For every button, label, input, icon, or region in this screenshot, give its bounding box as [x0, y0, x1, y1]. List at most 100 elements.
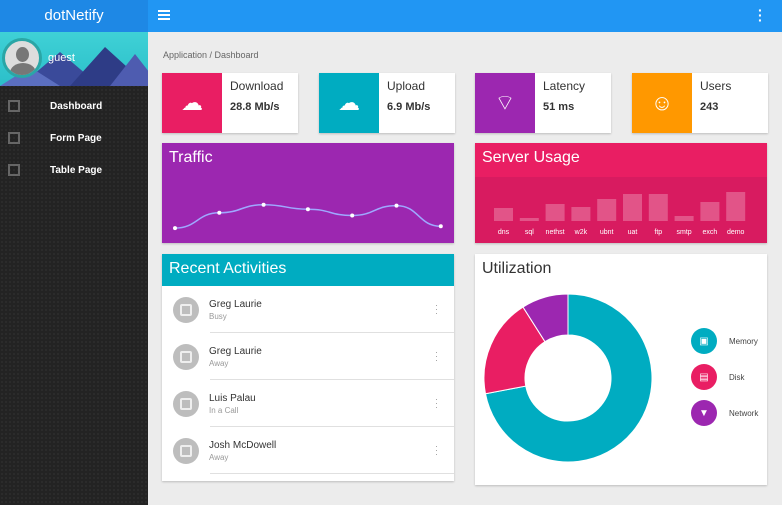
activity-status: Busy [209, 311, 227, 321]
menu-icon[interactable] [158, 10, 170, 20]
server-bar-label: ftp [654, 229, 662, 236]
traffic-point [173, 226, 177, 231]
server-bar-label: sql [525, 229, 534, 236]
card-title: Utilization [482, 260, 552, 277]
legend-label: Disk [729, 372, 745, 382]
server-bar-label: w2k [574, 229, 588, 236]
list-item[interactable]: Luis Palau In a Call · · · [162, 380, 454, 427]
traffic-point [305, 207, 310, 212]
server-bar-label: dns [498, 229, 510, 236]
mountains-background [0, 47, 148, 86]
breadcrumb: Application / Dashboard [163, 50, 259, 60]
traffic-point [261, 202, 266, 207]
stat-latency: ⌔ Latency 51 ms [475, 73, 611, 133]
avatar [173, 390, 199, 417]
donut-slice-memory [484, 293, 653, 463]
activity-status: Away [209, 358, 229, 368]
server-usage-chart: dns sql nethst w2k ubnt uat ftp smtp exch demo [475, 177, 767, 243]
server-bar-label: smtp [677, 229, 692, 236]
server-bar-label: demo [727, 229, 745, 236]
traffic-point [394, 203, 399, 208]
sidebar-item-label: Form Page [50, 132, 102, 144]
user-profile: guest [0, 32, 148, 86]
avatar[interactable] [2, 38, 42, 78]
list-item[interactable]: Greg Laurie Away · · · [162, 333, 454, 380]
grid-icon [8, 164, 20, 176]
face-icon: ☺ [632, 73, 692, 133]
server-bar [519, 218, 539, 221]
stat-label: Download [230, 79, 284, 93]
image-icon [180, 303, 192, 316]
activity-status: In a Call [209, 405, 239, 415]
traffic-chart [173, 202, 443, 231]
sd-card-icon: ▤ [691, 364, 717, 390]
sidebar-item-label: Dashboard [50, 100, 103, 112]
server-bar-label: exch [703, 229, 718, 236]
sidebar-item-form-page[interactable]: Form Page [0, 122, 148, 154]
stat-upload: ☁ Upload 6.9 Mb/s [319, 73, 455, 133]
card-title: Server Usage [482, 149, 580, 166]
sidebar-item-dashboard[interactable]: Dashboard [0, 90, 148, 122]
server-bar-label: nethst [546, 229, 565, 236]
server-bar [700, 202, 720, 221]
server-bar [674, 216, 694, 221]
server-bar [726, 192, 746, 221]
stat-value: 28.8 Mb/s [230, 101, 280, 113]
image-icon [180, 397, 192, 410]
avatar [173, 296, 199, 323]
server-bar [597, 199, 617, 221]
image-icon [180, 444, 192, 457]
more-vert-icon[interactable]: · · · [435, 300, 438, 318]
legend-network: ▼ Network [691, 400, 758, 426]
activity-name: Luis Palau [209, 392, 256, 404]
stat-value: 51 ms [543, 101, 575, 113]
sidebar: dotNetify guest Dashboard Form Page Tabl… [0, 0, 148, 505]
legend-disk: ▤ Disk [691, 364, 745, 390]
server-bar [623, 194, 642, 221]
more-vert-icon[interactable]: · · · [435, 394, 438, 412]
sidebar-item-label: Table Page [50, 164, 103, 176]
stat-value: 6.9 Mb/s [387, 101, 431, 113]
traffic-point [350, 213, 355, 218]
activity-status: Away [209, 452, 229, 462]
server-bar-label: uat [628, 229, 638, 236]
list-item[interactable]: Greg Laurie Busy · · · [162, 286, 454, 333]
server-bar [545, 204, 565, 221]
stat-download: ☁ Download 28.8 Mb/s [162, 73, 298, 133]
legend-memory: ▣ Memory [691, 328, 758, 354]
sidebar-item-table-page[interactable]: Table Page [0, 154, 148, 186]
server-bar-label: ubnt [600, 229, 614, 236]
more-vert-icon[interactable]: · · · [435, 441, 438, 459]
cloud-download-icon: ☁ [162, 73, 222, 133]
stat-label: Users [700, 79, 732, 93]
image-icon [180, 350, 192, 363]
server-bar [571, 207, 591, 221]
traffic-card: Traffic [162, 143, 454, 243]
card-title: Recent Activities [162, 254, 454, 286]
stat-label: Upload [387, 79, 426, 93]
utilization-card: Utilization ▣ Memory ▤ Disk ▼ Network [475, 254, 767, 485]
traffic-point [217, 210, 222, 215]
activity-name: Josh McDowell [209, 439, 277, 451]
memory-icon: ▣ [691, 328, 717, 354]
recent-activities-card: Recent Activities Greg Laurie Busy · · · Greg… [162, 254, 454, 481]
server-bar [648, 194, 668, 221]
utilization-donut-chart [483, 293, 653, 463]
stat-label: Latency [543, 79, 586, 93]
server-bar [494, 208, 513, 221]
legend-label: Memory [729, 336, 758, 346]
stat-users: ☺ Users 243 [632, 73, 768, 133]
more-vert-icon[interactable]: · · · [758, 2, 763, 28]
cloud-upload-icon: ☁ [319, 73, 379, 133]
list-item[interactable]: Josh McDowell Away · · · [162, 427, 454, 474]
avatar [173, 343, 199, 370]
wifi-off-icon: ⌔ [475, 73, 535, 133]
more-vert-icon[interactable]: · · · [435, 347, 438, 365]
legend-label: Network [729, 408, 759, 418]
server-usage-card: Server Usage dns sql nethst w2k ubnt uat ftp sm… [475, 143, 767, 243]
top-bar: · · · [148, 0, 782, 32]
wifi-icon: ▼ [691, 400, 717, 426]
stat-value: 243 [700, 101, 719, 113]
activity-name: Greg Laurie [209, 345, 262, 357]
app-brand: dotNetify [0, 0, 148, 32]
